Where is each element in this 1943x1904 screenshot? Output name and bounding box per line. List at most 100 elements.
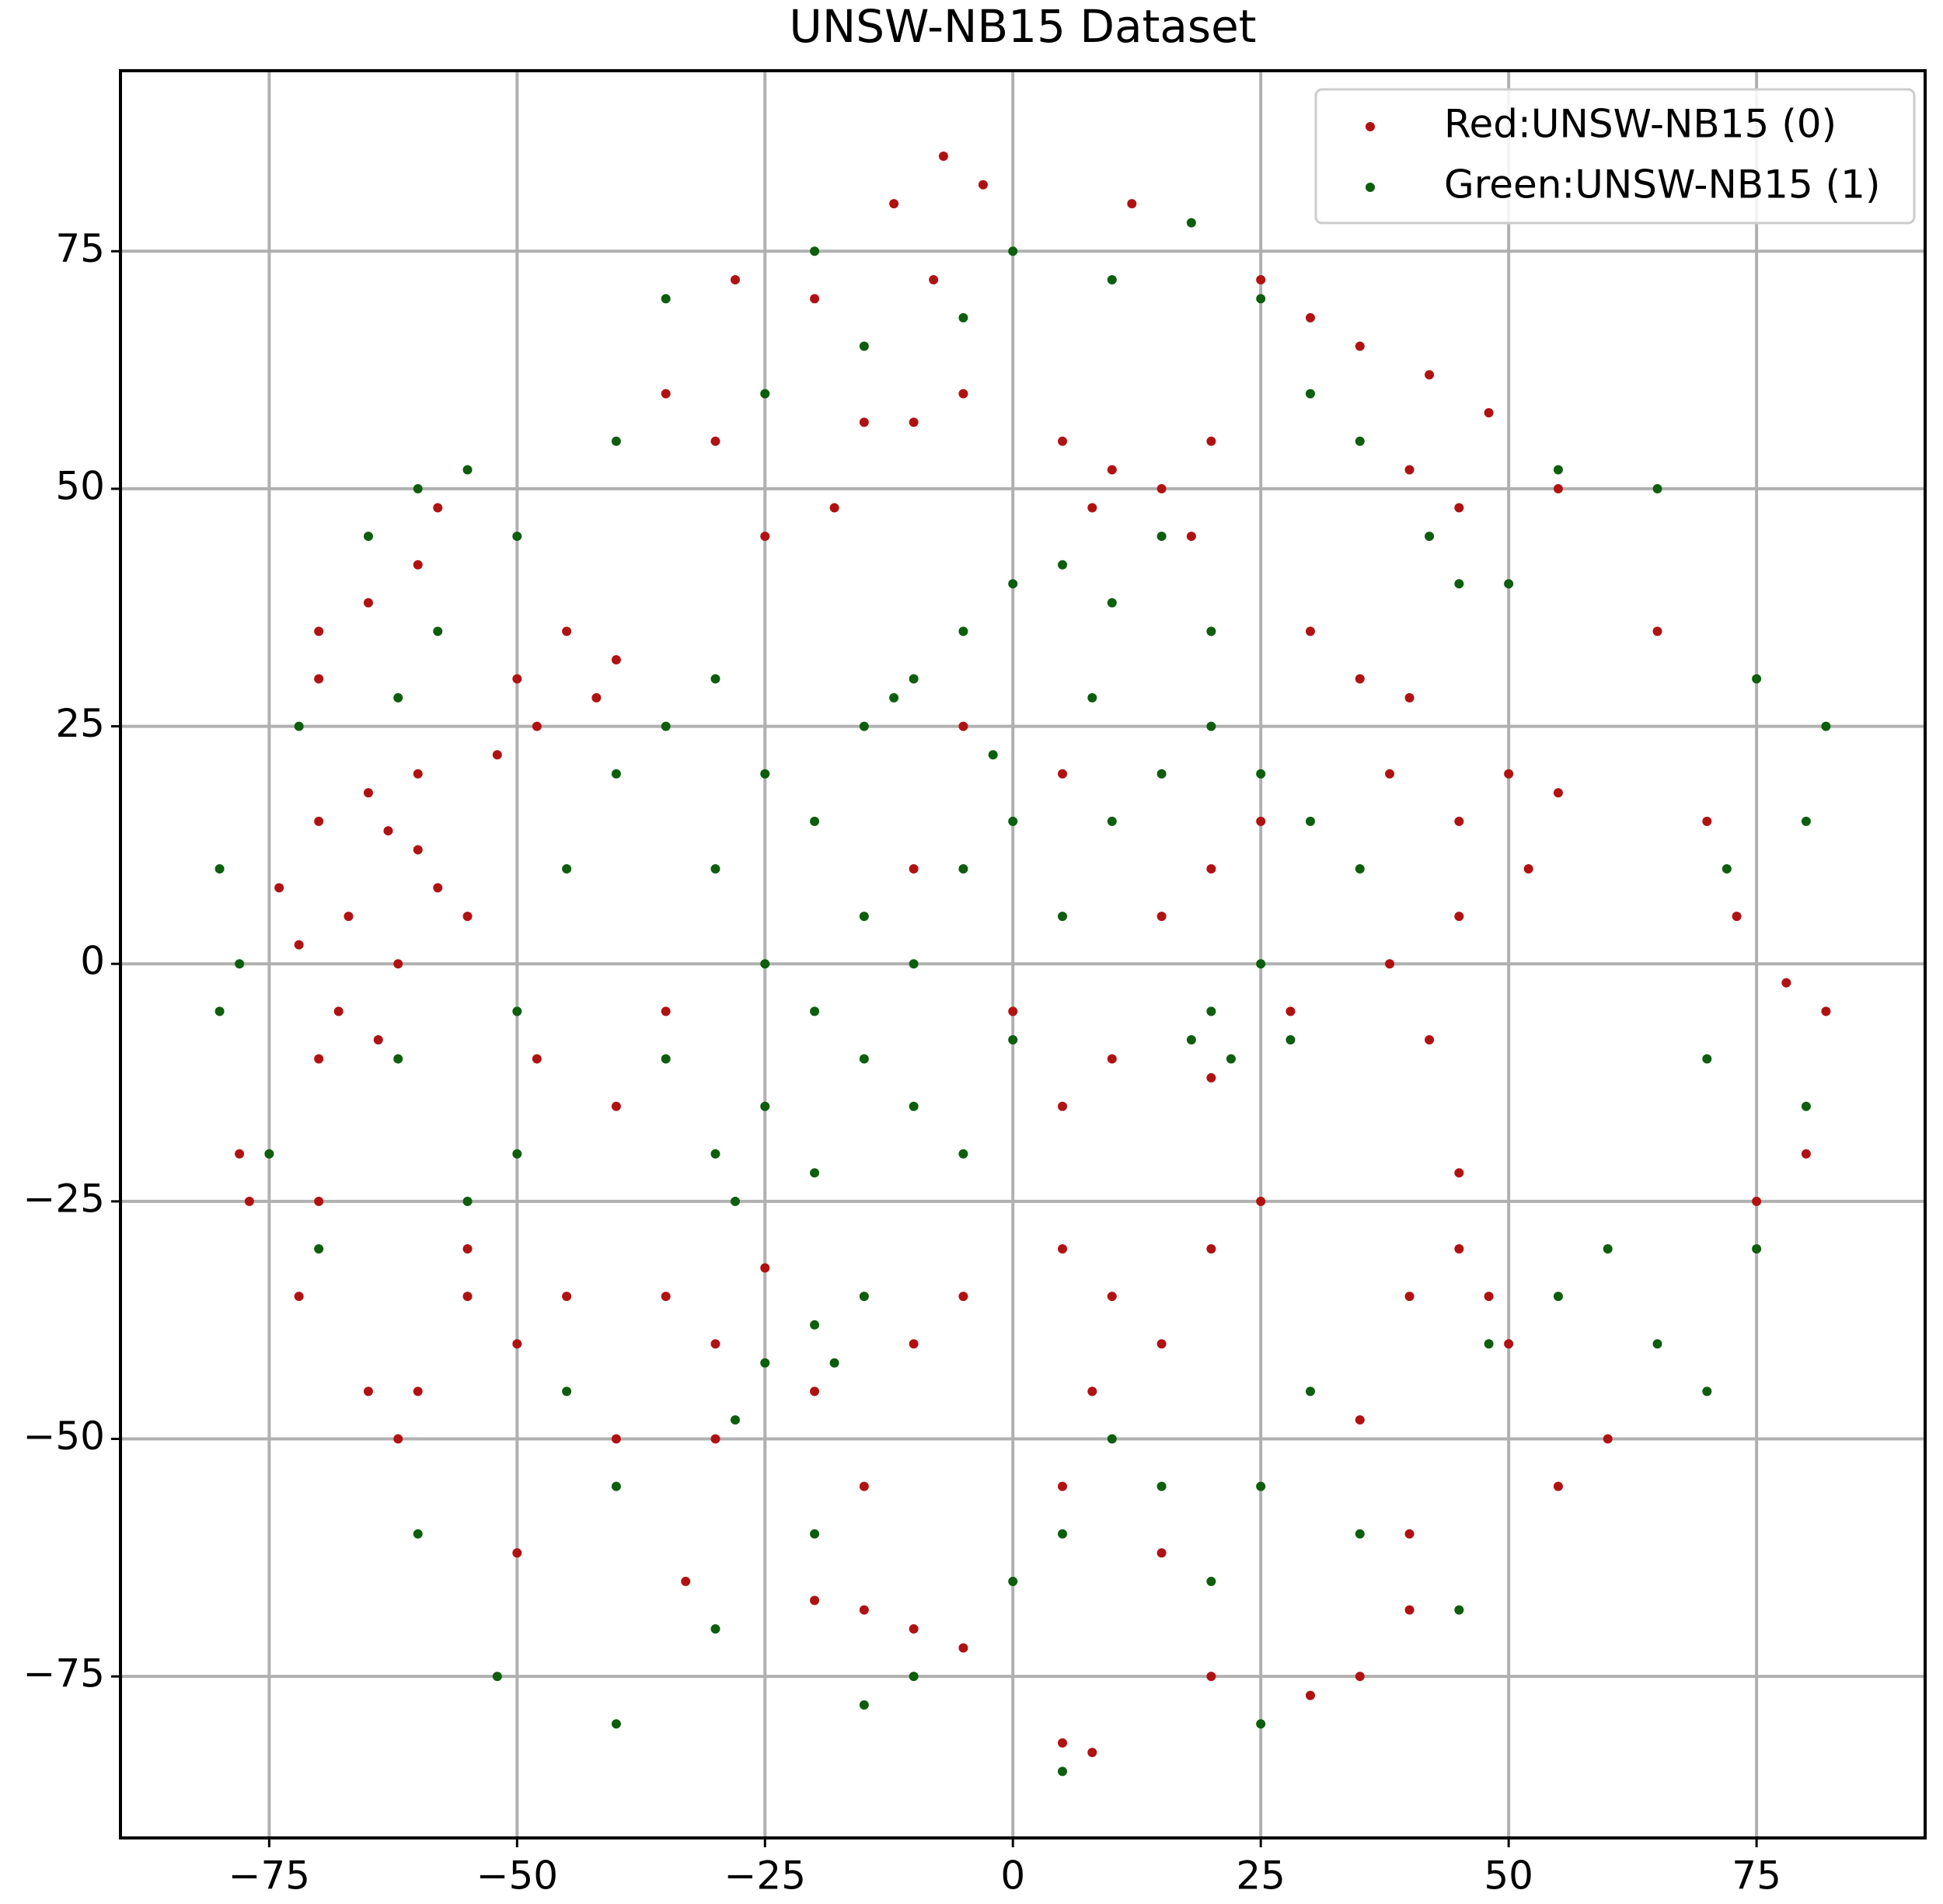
- point: [314, 674, 324, 684]
- point: [859, 1054, 869, 1064]
- point: [611, 1434, 621, 1444]
- point: [294, 721, 304, 731]
- point: [1305, 626, 1315, 636]
- point: [314, 626, 324, 636]
- point: [810, 1386, 820, 1397]
- point: [1156, 1339, 1167, 1349]
- point: [393, 1054, 403, 1064]
- point: [1305, 1690, 1315, 1700]
- point: [1504, 769, 1514, 779]
- point: [731, 1415, 741, 1425]
- point: [760, 959, 770, 969]
- point: [1156, 1481, 1167, 1491]
- point: [710, 863, 720, 874]
- point: [1355, 674, 1365, 684]
- point: [1454, 912, 1464, 922]
- point: [1652, 483, 1662, 493]
- point: [344, 912, 354, 922]
- point: [710, 674, 720, 684]
- point: [859, 1481, 869, 1491]
- point: [373, 1035, 383, 1045]
- x-tick-label: −75: [228, 1853, 311, 1899]
- point: [710, 1339, 720, 1349]
- point: [1553, 465, 1563, 475]
- point: [1256, 1719, 1266, 1729]
- point: [810, 1595, 820, 1606]
- point: [1087, 1747, 1097, 1757]
- point: [909, 959, 919, 969]
- point: [909, 674, 919, 684]
- point: [958, 1292, 968, 1302]
- point: [314, 1196, 324, 1206]
- point: [1186, 1035, 1196, 1045]
- point: [810, 246, 820, 256]
- point: [215, 863, 225, 874]
- point: [1087, 1386, 1097, 1397]
- point: [274, 883, 284, 893]
- point: [810, 1320, 820, 1330]
- point: [1206, 721, 1216, 731]
- y-tick-label: 25: [55, 701, 105, 746]
- point: [611, 655, 621, 664]
- point: [938, 152, 948, 162]
- point: [958, 626, 968, 636]
- point: [1355, 1529, 1365, 1539]
- point: [413, 1386, 423, 1397]
- point: [1404, 1292, 1415, 1302]
- plot-frame: [119, 69, 1927, 1839]
- point: [413, 1529, 423, 1539]
- point: [909, 1672, 919, 1682]
- point: [1732, 912, 1742, 922]
- point: [909, 1101, 919, 1111]
- point: [1305, 1386, 1315, 1397]
- point: [909, 417, 919, 427]
- point: [1721, 863, 1732, 874]
- point: [1008, 1035, 1018, 1045]
- x-tick-label: −50: [476, 1853, 559, 1899]
- point: [760, 1358, 770, 1368]
- point: [958, 863, 968, 874]
- point: [1752, 674, 1762, 684]
- point: [710, 436, 720, 446]
- point: [958, 1643, 968, 1653]
- point: [958, 312, 968, 323]
- point: [810, 1006, 820, 1017]
- y-tick-label: −75: [23, 1651, 105, 1697]
- point: [413, 560, 423, 570]
- point: [1058, 1529, 1068, 1539]
- point: [661, 1006, 671, 1017]
- point: [1553, 1292, 1563, 1302]
- point: [760, 1101, 770, 1111]
- point: [889, 199, 899, 209]
- point: [661, 1054, 671, 1064]
- point: [909, 863, 919, 874]
- point: [731, 274, 741, 284]
- point: [1206, 1006, 1216, 1017]
- point: [859, 1700, 869, 1710]
- point: [810, 1168, 820, 1178]
- point: [1186, 532, 1196, 542]
- point: [433, 883, 443, 893]
- chart-title: UNSW-NB15 Dataset: [789, 0, 1256, 53]
- point: [532, 721, 542, 731]
- point: [1454, 816, 1464, 826]
- y-tick-label: 50: [55, 463, 105, 508]
- point: [1404, 1529, 1415, 1539]
- point: [661, 1292, 671, 1302]
- point: [988, 750, 998, 760]
- point: [244, 1196, 254, 1206]
- point: [512, 1548, 522, 1558]
- point: [1553, 1481, 1563, 1491]
- point: [512, 674, 522, 684]
- point: [710, 1149, 720, 1159]
- point: [314, 1244, 324, 1254]
- point: [1156, 483, 1167, 493]
- point: [1801, 1101, 1811, 1111]
- point: [1256, 1196, 1266, 1206]
- point: [1127, 199, 1137, 209]
- point: [1355, 1415, 1365, 1425]
- point: [562, 863, 572, 874]
- point: [1752, 1244, 1762, 1254]
- point: [1801, 816, 1811, 826]
